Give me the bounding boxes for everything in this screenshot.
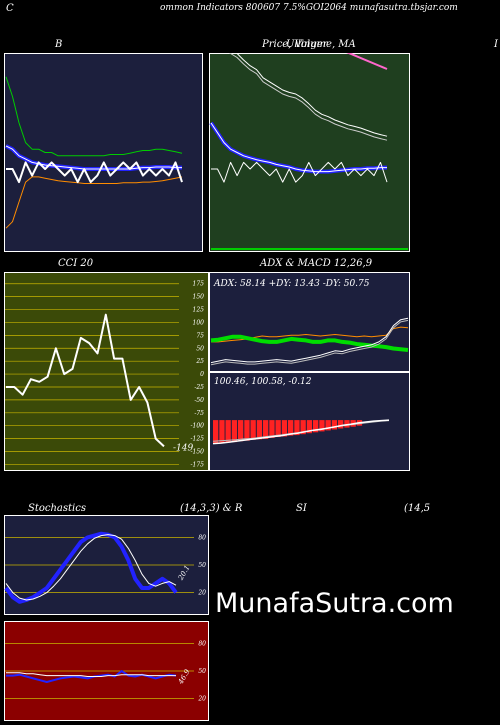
macd-histogram-bar	[213, 420, 219, 444]
adx-minus-di-line	[210, 317, 409, 364]
stoch-tick-label: 80	[198, 534, 206, 541]
macd-histogram-bar	[331, 420, 338, 430]
bb-lower-line	[5, 176, 183, 229]
cci-tick-label: -150	[191, 449, 205, 456]
ma-slow-shadow	[228, 53, 388, 141]
macd-histogram-bar	[231, 420, 238, 443]
macd-histogram-bar	[306, 420, 313, 434]
cci-tick-label: -50	[194, 397, 204, 404]
adx-macd-title: ADX & MACD 12,26,9	[260, 258, 373, 269]
price-ma-chart	[209, 53, 410, 252]
price-line	[211, 161, 388, 183]
cci-tick-label: -125	[191, 436, 205, 443]
cci-tick-label: -175	[191, 461, 205, 468]
cci-tick-label: 75	[196, 332, 204, 339]
macd-histogram-bar	[325, 420, 331, 431]
page-title: ommon Indicators 800607 7.5%GOI2064 muna…	[160, 3, 458, 13]
macd-histogram-bar	[344, 420, 350, 428]
price-overlay-title: Ullinger	[286, 39, 328, 50]
cci-tick-label: 150	[193, 294, 205, 301]
macd-histogram-bar	[300, 420, 306, 435]
macd-histogram-bar	[250, 420, 256, 440]
cci-tick-label: -75	[194, 410, 204, 417]
macd-values-text: 100.46, 100.58, -0.12	[214, 377, 312, 387]
stoch-tick-label: 20	[197, 590, 206, 597]
rsi-tick-label: 80	[198, 640, 206, 647]
panel-background	[209, 272, 410, 372]
cci-tick-label: -100	[191, 423, 205, 430]
bollinger-chart	[4, 53, 203, 252]
macd-histogram-bar	[219, 420, 225, 444]
panel-background	[4, 53, 203, 252]
cci-tick-label: 0	[200, 371, 204, 378]
adx-minus-di-shadow	[210, 319, 409, 366]
stoch-tick-label: 50	[198, 562, 206, 569]
stoch-title: Stochastics	[28, 503, 86, 514]
adx-values-text: ADX: 58.14 +DY: 13.43 -DY: 50.75	[213, 279, 370, 289]
rsi-tick-label: 20	[197, 696, 206, 703]
cci-tick-label: 100	[193, 319, 205, 326]
bb-price-line	[6, 161, 183, 184]
macd-histogram-bar	[225, 420, 231, 443]
macd-histogram-bar	[275, 420, 281, 437]
macd-histogram-bar	[238, 420, 244, 442]
bollinger-title: B	[55, 39, 63, 50]
macd-histogram-bar	[263, 420, 269, 439]
cci-chart: 175 150 125 100 75 50 25 0 -25 -50 -75 -100 -125 -150…	[4, 272, 209, 471]
stoch-params: (14,3,3) & R	[180, 503, 243, 514]
panel-background	[4, 272, 209, 471]
panel-background	[209, 53, 410, 252]
ma-slow-line	[235, 53, 388, 137]
rsi-line	[6, 670, 177, 683]
stoch-k-line	[4, 531, 178, 604]
adx-chart: ADX: 58.14 +DY: 13.43 -DY: 50.75	[209, 272, 410, 372]
edge-label: I	[494, 39, 498, 50]
pink-trend-line	[346, 53, 388, 70]
macd-histogram-bar	[244, 420, 250, 441]
cci-tick-label: 175	[193, 281, 205, 288]
cci-tick-label: -25	[194, 384, 204, 391]
ma-fast-highlight	[210, 122, 387, 173]
price-title: Price, Volume, MA	[262, 39, 356, 50]
rsi-tick-label: 50	[198, 668, 206, 675]
watermark: MunafaSutra.com	[215, 588, 454, 619]
stoch-d-line	[5, 534, 177, 601]
cci-tick-label: 125	[193, 307, 205, 314]
bb-middle-highlight	[5, 145, 182, 170]
macd-histogram-bar	[313, 420, 319, 433]
macd-histogram-bar	[294, 420, 300, 436]
macd-chart: 100.46, 100.58, -0.12	[209, 372, 410, 471]
macd-histogram-bar	[319, 420, 325, 432]
cci-tick-label: 50	[196, 345, 204, 352]
macd-histogram-bar	[269, 420, 275, 438]
macd-histogram-bar	[288, 420, 294, 436]
rsi-signal-line	[6, 672, 176, 677]
cci-title: CCI 20	[58, 258, 94, 269]
macd-line	[212, 419, 390, 445]
si-title: SI	[296, 503, 307, 514]
macd-histogram-bar	[256, 420, 263, 440]
bb-upper-line	[5, 76, 183, 157]
corner-label: C	[6, 3, 14, 14]
cci-line	[6, 313, 165, 448]
macd-histogram-bar	[281, 420, 288, 437]
cci-tick-label: 25	[195, 358, 204, 365]
cci-last-label: -149	[173, 443, 193, 453]
si-params: (14,5	[404, 503, 431, 514]
macd-histogram-bar	[338, 420, 344, 429]
